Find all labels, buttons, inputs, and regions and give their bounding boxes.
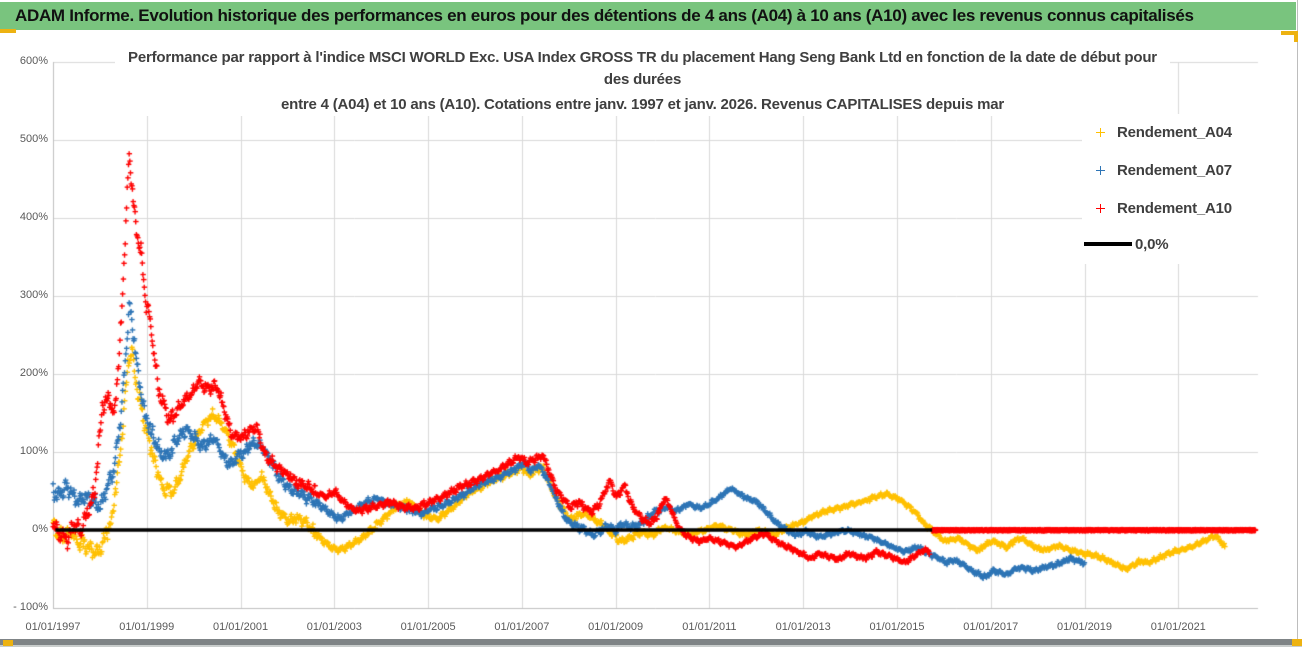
x-tick-label: 01/01/2015 [869,621,925,633]
chart-title: Performance par rapport à l'indice MSCI … [115,47,1170,116]
x-tick-label: 01/01/2011 [682,621,737,633]
window-bottom-edge [0,645,1302,647]
x-tick-label: 01/01/2009 [588,621,644,633]
x-tick-label: 01/01/1997 [25,621,81,633]
y-tick-label: 300% [19,289,48,301]
legend-label: Rendement_A07 [1117,161,1232,179]
selection-corner-top-right [1281,31,1298,35]
x-tick-label: 01/01/2021 [1150,621,1206,633]
sheet-header-cell[interactable]: ADAM Informe. Evolution historique des p… [0,2,1296,30]
x-tick-label: 01/01/2013 [775,621,831,633]
column-edge-divider [1297,0,1298,640]
window-bottom-bar [0,639,1302,647]
x-tick-label: 01/01/1999 [119,621,175,633]
y-tick-label: 100% [19,445,48,457]
y-tick-label: 500% [19,133,48,145]
page-title: ADAM Informe. Evolution historique des p… [15,6,1194,25]
chart-legend: Rendement_A04 Rendement_A07 Rendement_A10 0… [1082,114,1295,264]
y-tick-label: - 100% [13,601,48,613]
x-tick-label: 01/01/2017 [963,621,1019,633]
legend-plus-marker-icon [1095,165,1106,176]
legend-label: 0,0% [1135,235,1169,253]
legend-label: Rendement_A10 [1117,199,1232,217]
x-tick-label: 01/01/2005 [400,621,456,633]
legend-plus-marker-icon [1095,203,1106,214]
x-tick-label: 01/01/2019 [1056,621,1113,633]
x-tick-label: 01/01/2001 [213,621,269,633]
selection-corner-top-right-v [1294,31,1298,42]
legend-label: Rendement_A04 [1117,123,1232,141]
legend-line-marker-icon [1084,242,1132,246]
chart-title-line-2: des durées [603,71,682,88]
y-tick-label: 600% [19,55,48,67]
legend-item[interactable]: Rendement_A07 [1082,160,1232,180]
y-tick-label: 200% [19,367,48,379]
x-tick-label: 01/01/2003 [306,621,362,633]
x-tick-label: 01/01/2007 [494,621,550,633]
legend-item[interactable]: Rendement_A04 [1082,122,1232,142]
legend-plus-marker-icon [1095,127,1106,138]
y-tick-label: 0% [32,523,48,535]
selection-corner-bottom-right [1292,639,1302,646]
legend-item[interactable]: Rendement_A10 [1082,198,1232,218]
chart-title-line-3: entre 4 (A04) et 10 ans (A10). Cotations… [281,96,1004,113]
legend-item[interactable]: 0,0% [1082,234,1169,254]
chart-title-line-1: Performance par rapport à l'indice MSCI … [128,49,1157,66]
y-tick-label: 400% [19,211,48,223]
selection-corner-bottom-left [3,640,13,646]
selection-corner-top-left [0,29,16,33]
